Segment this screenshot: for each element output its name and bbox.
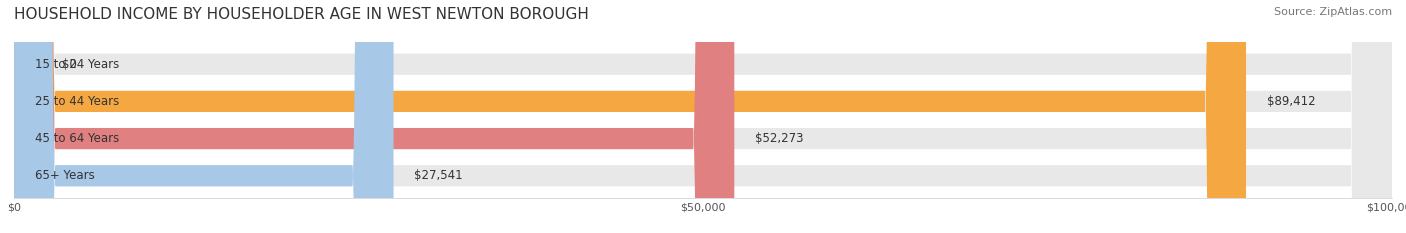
- FancyBboxPatch shape: [14, 0, 49, 233]
- FancyBboxPatch shape: [14, 0, 1392, 233]
- FancyBboxPatch shape: [14, 0, 1392, 233]
- Text: Source: ZipAtlas.com: Source: ZipAtlas.com: [1274, 7, 1392, 17]
- FancyBboxPatch shape: [14, 0, 1246, 233]
- FancyBboxPatch shape: [14, 0, 1392, 233]
- Text: HOUSEHOLD INCOME BY HOUSEHOLDER AGE IN WEST NEWTON BOROUGH: HOUSEHOLD INCOME BY HOUSEHOLDER AGE IN W…: [14, 7, 589, 22]
- Text: 65+ Years: 65+ Years: [35, 169, 94, 182]
- Text: $27,541: $27,541: [415, 169, 463, 182]
- Text: $52,273: $52,273: [755, 132, 803, 145]
- Text: $0: $0: [62, 58, 77, 71]
- FancyBboxPatch shape: [14, 0, 1392, 233]
- Text: 25 to 44 Years: 25 to 44 Years: [35, 95, 120, 108]
- FancyBboxPatch shape: [14, 0, 734, 233]
- Text: $89,412: $89,412: [1267, 95, 1316, 108]
- FancyBboxPatch shape: [14, 0, 394, 233]
- Text: 45 to 64 Years: 45 to 64 Years: [35, 132, 120, 145]
- Text: 15 to 24 Years: 15 to 24 Years: [35, 58, 120, 71]
